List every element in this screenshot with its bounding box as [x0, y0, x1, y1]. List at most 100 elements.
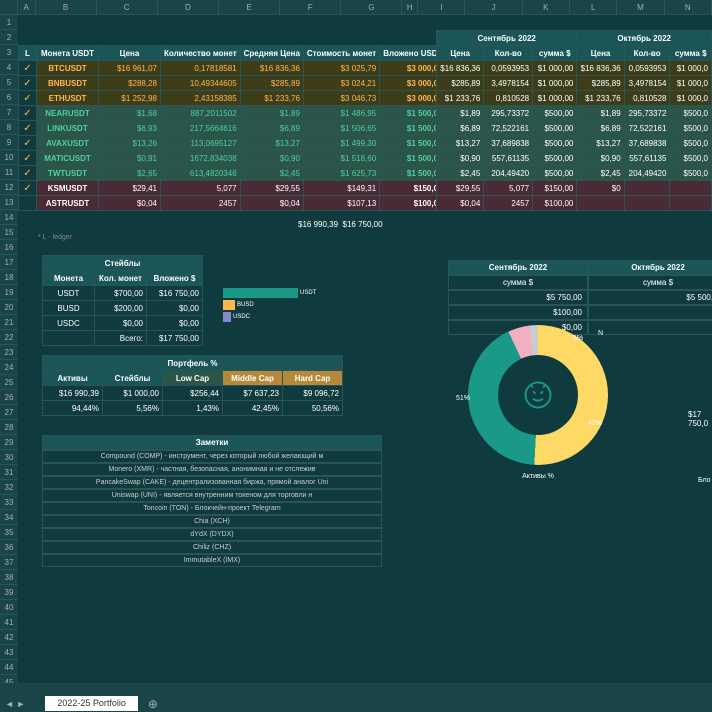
table-row[interactable]: $6,8972,522161$500,00$6,8972,522161$500,… [437, 121, 712, 136]
row-8[interactable]: 8 [0, 120, 18, 135]
table-row[interactable]: $285,893,4978154$1 000,00$285,893,497815… [437, 76, 712, 91]
col-I[interactable]: I [418, 0, 465, 14]
row-9[interactable]: 9 [0, 135, 18, 150]
side-caption: Бло [698, 477, 711, 484]
row-22[interactable]: 22 [0, 330, 18, 345]
table-row[interactable]: $13,2737,689838$500,00$13,2737,689838$50… [437, 136, 712, 151]
table-row[interactable]: ✓BNBUSDT$288,2810,49344605$285,89$3 024,… [19, 76, 446, 91]
row-headers: 1234567891011121314151617181920212223242… [0, 15, 18, 695]
row-4[interactable]: 4 [0, 60, 18, 75]
table-row[interactable]: $0,90557,61135$500,00$0,90557,61135$500,… [437, 151, 712, 166]
row-11[interactable]: 11 [0, 165, 18, 180]
header-ledger: L [19, 46, 37, 61]
col-D[interactable]: D [158, 0, 219, 14]
table-row[interactable]: ✓KSMUSDT$29,415,077$29,55$149,31$150,00 [19, 181, 446, 196]
table-row[interactable]: $16 836,360,0593953$1 000,00$16 836,360,… [437, 61, 712, 76]
table-row[interactable]: $2,45204,49420$500,00$2,45204,49420$500,… [437, 166, 712, 181]
tab-active[interactable]: 2022-25 Portfolio [45, 696, 138, 711]
row-16[interactable]: 16 [0, 240, 18, 255]
row-5[interactable]: 5 [0, 75, 18, 90]
row-20[interactable]: 20 [0, 300, 18, 315]
col-H[interactable]: H [402, 0, 418, 14]
table-row[interactable]: $1 233,760,810528$1 000,00$1 233,760,810… [437, 91, 712, 106]
col-E[interactable]: E [219, 0, 280, 14]
notes-section: Заметки Compound (COMP) - инструмент, че… [42, 435, 382, 567]
row-2[interactable]: 2 [0, 30, 18, 45]
tab-add-icon[interactable]: ⊕ [148, 697, 158, 711]
row-10[interactable]: 10 [0, 150, 18, 165]
col-L[interactable]: L [570, 0, 617, 14]
row-37[interactable]: 37 [0, 555, 18, 570]
row-44[interactable]: 44 [0, 660, 18, 675]
row-26[interactable]: 26 [0, 390, 18, 405]
table-row[interactable]: USDT$700,00$16 750,00 [43, 286, 203, 301]
row-36[interactable]: 36 [0, 540, 18, 555]
table-row[interactable]: USDC$0,00$0,00 [43, 316, 203, 331]
table-row[interactable]: $0,042457$100,00 [437, 196, 712, 211]
table-row[interactable]: ASTRUSDT$0,042457$0,04$107,13$100,00 [19, 196, 446, 211]
table-row[interactable]: BUSD$200,00$0,00 [43, 301, 203, 316]
stab-header: Стейблы [43, 256, 203, 271]
row-18[interactable]: 18 [0, 270, 18, 285]
row-28[interactable]: 28 [0, 420, 18, 435]
row-33[interactable]: 33 [0, 495, 18, 510]
row-13[interactable]: 13 [0, 195, 18, 210]
row-21[interactable]: 21 [0, 315, 18, 330]
row-32[interactable]: 32 [0, 480, 18, 495]
stablecoin-table[interactable]: Стейблы Монета Кол. монет Вложено $ USDT… [42, 255, 203, 346]
row-25[interactable]: 25 [0, 375, 18, 390]
table-row[interactable]: ✓LINKUSDT$6,93217,5664616$6,89$1 506,65$… [19, 121, 446, 136]
col-B[interactable]: B [36, 0, 97, 14]
col-J[interactable]: J [465, 0, 522, 14]
row-19[interactable]: 19 [0, 285, 18, 300]
portfolio-table[interactable]: L Монета USDT Цена Количество монет Сред… [18, 45, 446, 211]
row-40[interactable]: 40 [0, 600, 18, 615]
col-G[interactable]: G [341, 0, 402, 14]
table-row[interactable]: ✓AVAXUSDT$13,26113,0695127$13,27$1 499,3… [19, 136, 446, 151]
row-30[interactable]: 30 [0, 450, 18, 465]
row-6[interactable]: 6 [0, 90, 18, 105]
table-row[interactable]: ✓ETHUSDT$1 252,982,43158385$1 233,76$3 0… [19, 91, 446, 106]
portfolio-percent-table[interactable]: Портфель % АктивыСтейблыLow CapMiddle Ca… [42, 355, 343, 416]
row-38[interactable]: 38 [0, 570, 18, 585]
donut-caption: Активы % [468, 473, 608, 480]
table-row[interactable]: ✓NEARUSDT$1,68887,2011502$1,89$1 486,95$… [19, 106, 446, 121]
table-row[interactable]: ✓MATICUSDT$0,911672,834038$0,90$1 518,60… [19, 151, 446, 166]
row-14[interactable]: 14 [0, 210, 18, 225]
col-A[interactable]: A [18, 0, 36, 14]
row-23[interactable]: 23 [0, 345, 18, 360]
stab-total-label: Всего: [95, 331, 147, 346]
header-cost: Стоимость монет [303, 46, 379, 61]
row-31[interactable]: 31 [0, 465, 18, 480]
row-1[interactable]: 1 [0, 15, 18, 30]
table-row[interactable]: ✓TWTUSDT$2,65613,4820346$2,45$1 625,73$1… [19, 166, 446, 181]
row-12[interactable]: 12 [0, 180, 18, 195]
row-35[interactable]: 35 [0, 525, 18, 540]
summary-m2: Октябрь 2022 [588, 260, 712, 275]
table-row[interactable]: $1,89295,73372$500,00$1,89295,73372$500,… [437, 106, 712, 121]
month-table[interactable]: Сентябрь 2022 Октябрь 2022 Цена Кол-во с… [436, 30, 712, 211]
row-27[interactable]: 27 [0, 405, 18, 420]
col-C[interactable]: C [97, 0, 158, 14]
row-7[interactable]: 7 [0, 105, 18, 120]
row-3[interactable]: 3 [0, 45, 18, 60]
row-43[interactable]: 43 [0, 645, 18, 660]
row-39[interactable]: 39 [0, 585, 18, 600]
row-34[interactable]: 34 [0, 510, 18, 525]
row-17[interactable]: 17 [0, 255, 18, 270]
table-row[interactable]: ✓BTCUSDT$16 961,070,17818581$16 836,36$3… [19, 61, 446, 76]
row-42[interactable]: 42 [0, 630, 18, 645]
col-N[interactable]: N [665, 0, 712, 14]
col-F[interactable]: F [280, 0, 341, 14]
row-15[interactable]: 15 [0, 225, 18, 240]
table-row[interactable]: $29,555,077$150,00$0 [437, 181, 712, 196]
col-K[interactable]: K [523, 0, 570, 14]
row-24[interactable]: 24 [0, 360, 18, 375]
row-41[interactable]: 41 [0, 615, 18, 630]
horizontal-scrollbar[interactable] [0, 683, 712, 695]
row-29[interactable]: 29 [0, 435, 18, 450]
sheet-tabs: ◄ ► 2022-25 Portfolio ⊕ [0, 695, 712, 712]
stablecoin-bars: USDTBUSDUSDC [223, 288, 316, 322]
col-M[interactable]: M [617, 0, 664, 14]
note-row: Compound (COMP) - инструмент, через кото… [42, 450, 382, 463]
